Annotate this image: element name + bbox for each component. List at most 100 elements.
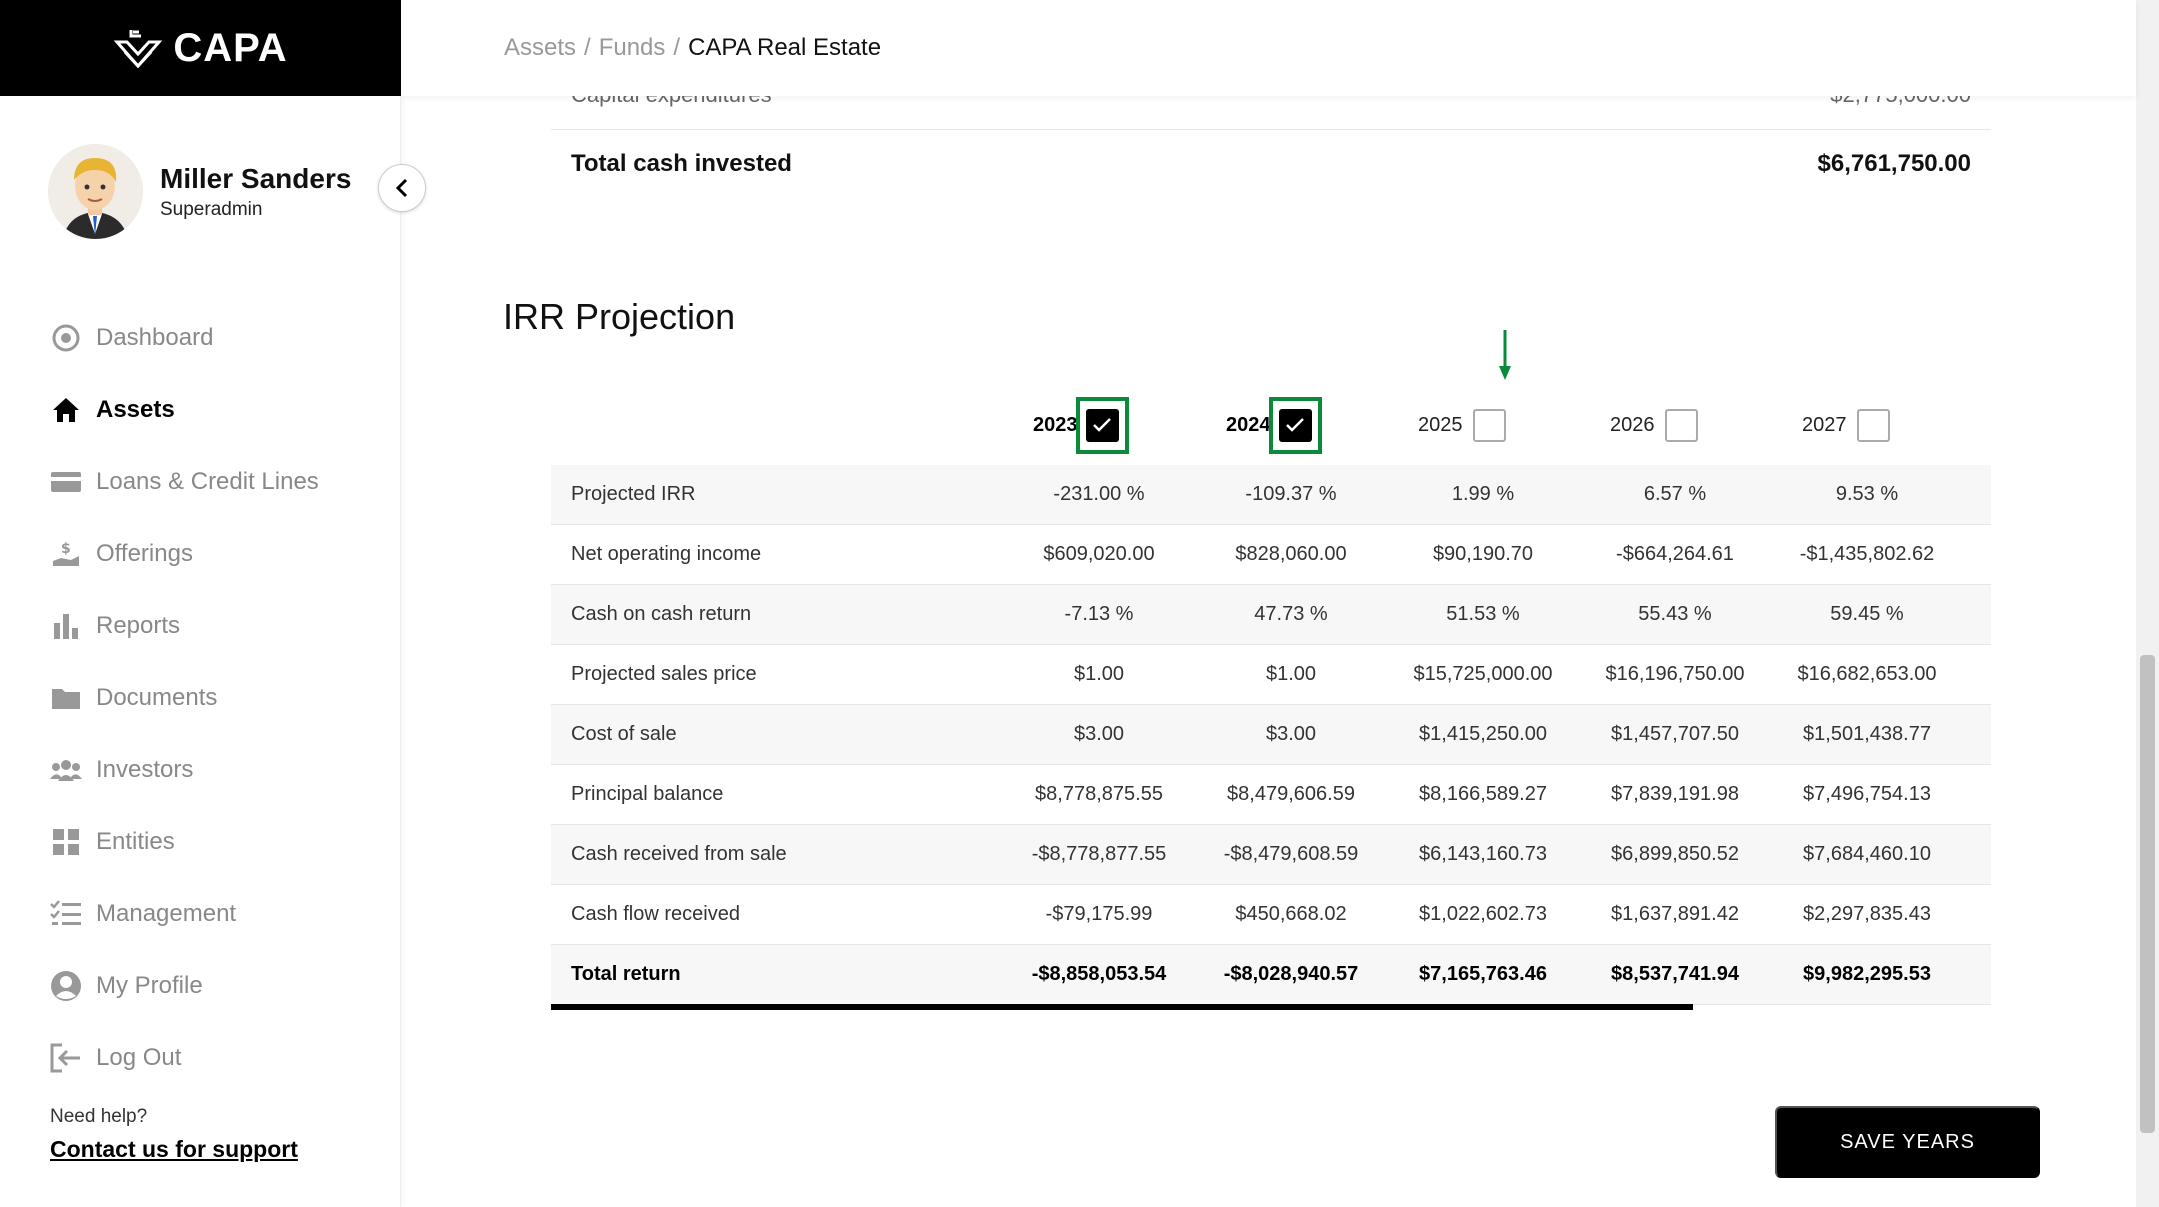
year-checkbox-2027[interactable] (1856, 408, 1890, 442)
table-cell: $1,457,707.50 (1611, 723, 1739, 745)
table-cell: $3.00 (1265, 723, 1317, 745)
row-label: Cash on cash return (571, 603, 752, 625)
table-cell: 55.43 % (1638, 603, 1712, 625)
checkbox-checked (1278, 408, 1312, 442)
sidebar-item-label: Log Out (96, 1044, 182, 1071)
user-profile: Miller Sanders Superadmin (48, 144, 351, 239)
table-cell: $7,839,191.98 (1611, 783, 1739, 805)
year-label: 2025 (1418, 413, 1463, 436)
breadcrumb-assets[interactable]: Assets (504, 34, 577, 61)
grid-icon (50, 826, 82, 858)
credit-card-icon (50, 466, 82, 498)
sidebar-item-label: Loans & Credit Lines (96, 468, 319, 495)
row-label: Cost of sale (571, 723, 677, 745)
total-cash-invested-label: Total cash invested (571, 150, 792, 177)
total-cash-invested-value: $6,761,750.00 (1817, 150, 1971, 177)
row-label: Net operating income (571, 543, 762, 565)
user-circle-icon (50, 970, 82, 1002)
sidebar-item-label: Assets (96, 396, 175, 423)
checkbox-checked (1085, 408, 1119, 442)
year-header-2027: 2027 (1802, 395, 1890, 455)
row-label: Cash received from sale (571, 843, 787, 865)
main-content: Capital expenditures $2,775,000.00 Total… (401, 0, 2136, 1207)
table-cell: -231.00 % (1053, 483, 1145, 505)
row-label: Projected IRR (571, 483, 696, 505)
user-name: Miller Sanders (160, 162, 352, 194)
capa-logo-icon (114, 30, 163, 69)
table-cell: $3.00 (1073, 723, 1125, 745)
table-row: Cash on cash return -7.13 % 47.73 % 51.5… (551, 585, 1991, 645)
sidebar-item-label: Reports (96, 612, 181, 639)
sidebar-item-label: Management (96, 900, 237, 927)
row-label: Principal balance (571, 783, 724, 805)
page-scrollbar[interactable] (2136, 0, 2159, 1207)
sidebar-item-my-profile[interactable]: My Profile (50, 950, 319, 1022)
sidebar-item-entities[interactable]: Entities (50, 806, 319, 878)
table-cell: -$79,175.99 (1045, 903, 1153, 925)
contact-support-link[interactable]: Contact us for support (50, 1136, 298, 1162)
row-label: Total return (571, 963, 681, 985)
collapse-sidebar-button[interactable] (378, 164, 426, 212)
year-label: 2024 (1226, 413, 1271, 436)
table-cell: $1,022,602.73 (1419, 903, 1547, 925)
table-row: Projected IRR -231.00 % -109.37 % 1.99 %… (551, 465, 1991, 525)
table-cell: -$8,479,608.59 (1223, 843, 1359, 865)
table-cell: $2,297,835.43 (1803, 903, 1931, 925)
table-cell: $1.00 (1073, 663, 1125, 685)
table-cell: $15,725,000.00 (1413, 663, 1553, 685)
table-cell: 59.45 % (1830, 603, 1904, 625)
sidebar-item-log-out[interactable]: Log Out (50, 1022, 319, 1094)
table-cell: $1,501,438.77 (1803, 723, 1931, 745)
table-cell: -109.37 % (1245, 483, 1337, 505)
table-cell: -$8,028,940.57 (1223, 963, 1359, 985)
table-cell: 51.53 % (1446, 603, 1520, 625)
table-row: Principal balance $8,778,875.55 $8,479,6… (551, 765, 1991, 825)
sidebar-item-label: Documents (96, 684, 218, 711)
table-cell: $8,778,875.55 (1035, 783, 1163, 805)
sidebar-item-documents[interactable]: Documents (50, 662, 319, 734)
year-header-2026: 2026 (1610, 395, 1698, 455)
table-cell: $1,637,891.42 (1611, 903, 1739, 925)
user-role: Superadmin (160, 198, 263, 220)
sidebar-item-dashboard[interactable]: Dashboard (50, 302, 319, 374)
table-cell: $16,682,653.00 (1797, 663, 1937, 685)
table-cell: -$8,778,877.55 (1031, 843, 1167, 865)
logo[interactable]: CAPA (0, 0, 401, 96)
save-years-button[interactable]: SAVE YEARS (1775, 1106, 2040, 1178)
table-cell: $609,020.00 (1043, 543, 1155, 565)
table-cell: $1.00 (1265, 663, 1317, 685)
sidebar-item-investors[interactable]: Investors (50, 734, 319, 806)
table-row: Cost of sale $3.00 $3.00 $1,415,250.00 $… (551, 705, 1991, 765)
sidebar: CAPA Miller Sanders Superadmin (0, 0, 401, 1207)
irr-table: Projected IRR -231.00 % -109.37 % 1.99 %… (551, 465, 1991, 1005)
breadcrumb-separator: / (673, 34, 681, 61)
year-header-2023: 2023 (1033, 395, 1129, 455)
year-checkbox-2025[interactable] (1472, 408, 1506, 442)
table-cell: $6,143,160.73 (1419, 843, 1547, 865)
table-cell: $16,196,750.00 (1605, 663, 1745, 685)
sidebar-item-assets[interactable]: Assets (50, 374, 319, 446)
sidebar-item-loans[interactable]: Loans & Credit Lines (50, 446, 319, 518)
top-header: Assets / Funds / CAPA Real Estate (401, 0, 2136, 96)
table-cell: $1,415,250.00 (1419, 723, 1547, 745)
sidebar-item-reports[interactable]: Reports (50, 590, 319, 662)
sidebar-item-label: Offerings (96, 540, 193, 567)
sidebar-item-offerings[interactable]: $ Offerings (50, 518, 319, 590)
sidebar-item-label: My Profile (96, 972, 203, 999)
year-checkbox-2024[interactable] (1268, 396, 1322, 454)
row-label: Cash flow received (571, 903, 740, 925)
check-icon (1093, 418, 1111, 432)
table-cell: $8,537,741.94 (1611, 963, 1739, 985)
table-cell: -$664,264.61 (1616, 543, 1734, 565)
breadcrumb: Assets / Funds / CAPA Real Estate (504, 34, 881, 62)
year-checkbox-2026[interactable] (1664, 408, 1698, 442)
table-cell: 6.57 % (1643, 483, 1707, 505)
sidebar-item-management[interactable]: Management (50, 878, 319, 950)
irr-projection-title: IRR Projection (503, 296, 736, 337)
table-horizontal-scrollbar[interactable] (551, 1004, 1693, 1010)
row-label: Projected sales price (571, 663, 757, 685)
year-checkbox-2023[interactable] (1075, 396, 1129, 454)
scrollbar-thumb[interactable] (2140, 655, 2155, 1133)
table-row: Projected sales price $1.00 $1.00 $15,72… (551, 645, 1991, 705)
breadcrumb-funds[interactable]: Funds (598, 34, 666, 61)
